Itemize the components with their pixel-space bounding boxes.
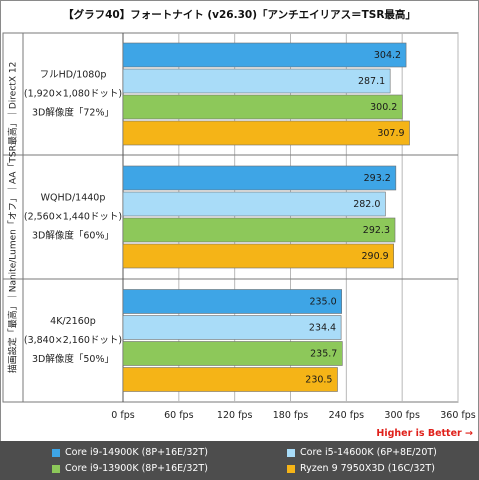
group-label-line: 3D解像度「60%」 — [32, 230, 114, 242]
bar-value-label: 282.0 — [353, 199, 380, 210]
legend-item-i9-14900k: Core i9-14900K (8P+16E/32T) — [52, 447, 208, 458]
bar-value-label: 287.1 — [358, 76, 385, 87]
group-label-line: 3D解像度「50%」 — [32, 353, 114, 365]
legend-label: Core i9-13900K (8P+16E/32T) — [65, 463, 208, 474]
bar — [122, 243, 394, 269]
x-tick-label: 360 fps — [440, 410, 476, 421]
group-label-line: WQHD/1440p — [41, 193, 106, 204]
bar-value-label: 235.0 — [309, 297, 336, 308]
group-label-line: (1,920×1,080ドット) — [24, 89, 122, 100]
x-tick-label: 120 fps — [217, 410, 253, 421]
legend-swatch — [287, 448, 295, 457]
legend-swatch — [287, 464, 295, 473]
side-label: 描画設定「最高」｜Nanite/Lumen「オフ」｜AA「TSR最高」｜Dire… — [7, 62, 19, 374]
legend-item-ryzen-7950x3d: Ryzen 9 7950X3D (16C/32T) — [287, 463, 435, 474]
x-tick-label: 0 fps — [111, 410, 134, 421]
label-layer: 0 fps 60 fps 120 fps 180 fps 240 fps 300 fps 3… — [7, 50, 476, 421]
x-tick-label: 240 fps — [329, 410, 365, 421]
bar — [122, 289, 342, 314]
bar — [122, 341, 343, 366]
bar — [122, 165, 397, 191]
bar-value-label: 304.2 — [374, 50, 401, 61]
legend-label: Core i9-14900K (8P+16E/32T) — [65, 447, 208, 458]
group-label-line: 4K/2160p — [50, 316, 96, 327]
bar — [122, 217, 396, 243]
legend-label: Core i5-14600K (6P+8E/20T) — [300, 447, 437, 458]
bar-value-label: 290.9 — [361, 251, 388, 262]
bar-value-label: 307.9 — [377, 128, 404, 139]
plot-border — [2, 32, 459, 403]
x-tick-label: 300 fps — [384, 410, 420, 421]
legend-swatch — [52, 464, 60, 473]
legend-item-i5-14600k: Core i5-14600K (6P+8E/20T) — [287, 447, 437, 458]
bar-value-label: 234.4 — [309, 323, 336, 334]
group-label-line: (3,840×2,160ドット) — [24, 335, 122, 346]
group-label-line: (2,560×1,440ドット) — [24, 212, 122, 223]
bar — [122, 315, 342, 340]
bar-chart: 0 fps 60 fps 120 fps 180 fps 240 fps 300 fps 3… — [2, 32, 476, 421]
higher-is-better-note: Higher is Better → — [376, 428, 473, 439]
bar-value-label: 292.3 — [363, 225, 390, 236]
x-tick-label: 180 fps — [273, 410, 309, 421]
bar-layer — [122, 42, 410, 392]
bar — [122, 367, 338, 392]
bar — [122, 42, 407, 68]
bar — [122, 191, 386, 217]
bar — [122, 120, 410, 146]
x-tick-label: 60 fps — [164, 410, 193, 421]
chart-title: 【グラフ40】フォートナイト (v26.30)「アンチエイリアス＝TSR最高」 — [63, 9, 416, 21]
bar — [122, 68, 391, 94]
bar-value-label: 293.2 — [364, 173, 391, 184]
bar — [122, 94, 403, 120]
legend: Core i9-14900K (8P+16E/32T) Core i5-1460… — [0, 441, 479, 480]
legend-swatch — [52, 448, 60, 457]
grid-layer — [2, 32, 459, 403]
legend-item-i9-13900k: Core i9-13900K (8P+16E/32T) — [52, 463, 208, 474]
bar-value-label: 230.5 — [305, 375, 332, 386]
legend-label: Ryzen 9 7950X3D (16C/32T) — [300, 463, 435, 474]
group-label-line: フルHD/1080p — [40, 70, 107, 81]
bar-value-label: 235.7 — [310, 349, 337, 360]
group-label-line: 3D解像度「72%」 — [32, 107, 114, 119]
bar-value-label: 300.2 — [370, 102, 397, 113]
